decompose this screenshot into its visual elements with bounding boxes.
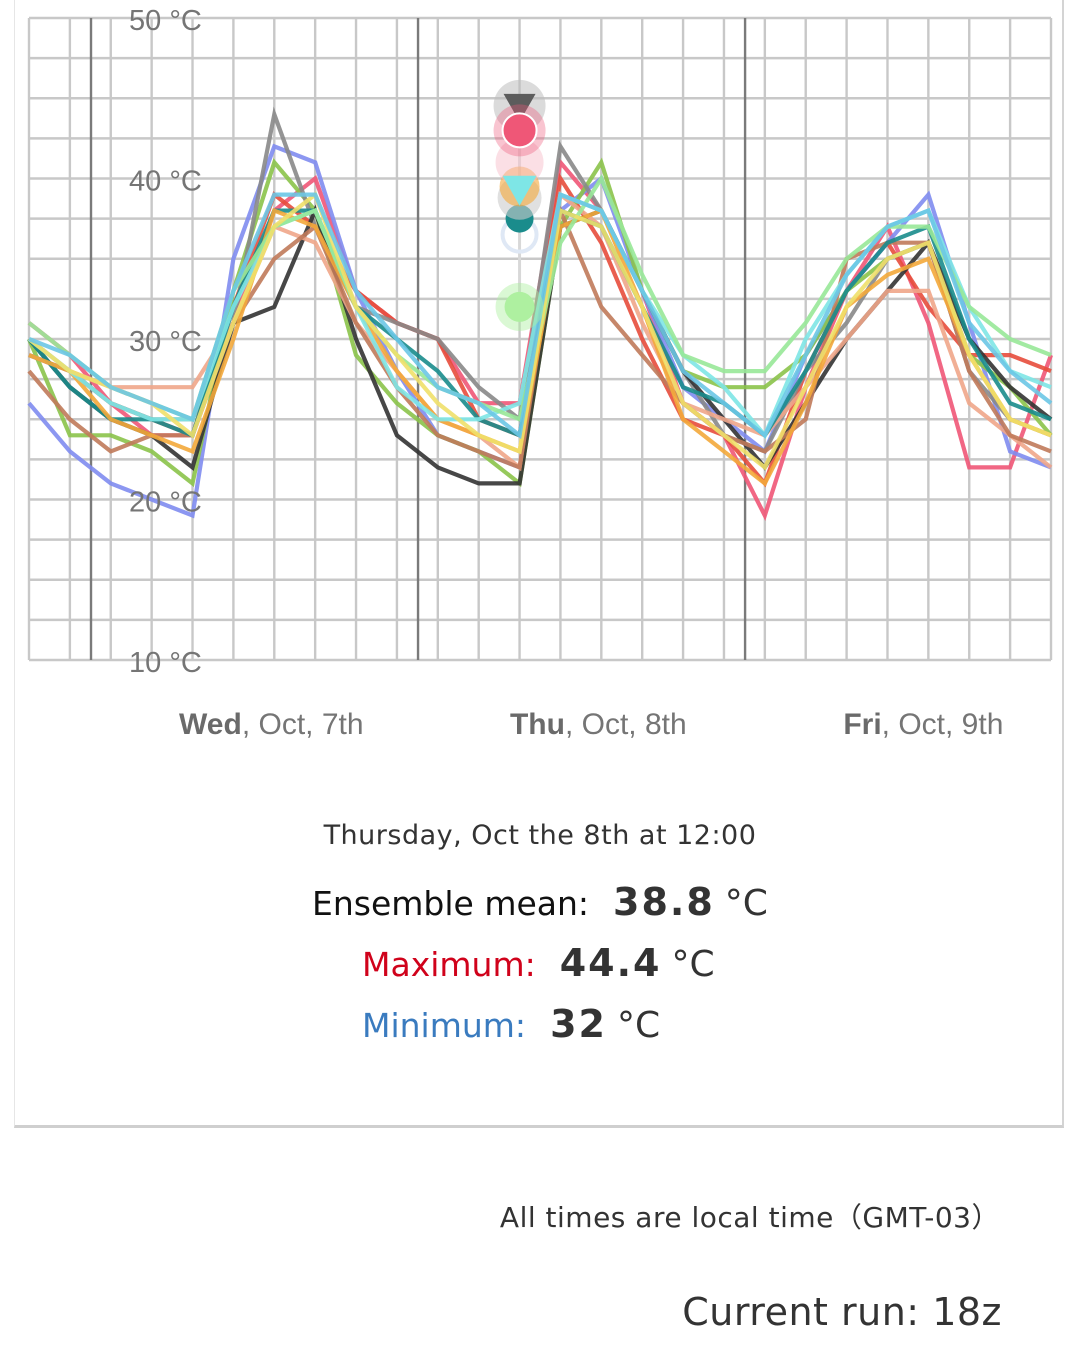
minimum-value: 32 [550, 1002, 607, 1046]
grid-major [89, 18, 747, 660]
y-tick-label: 30 °C [129, 326, 202, 358]
x-day-label: Wed, Oct, 7th [179, 708, 364, 741]
y-axis-labels: 50 °C 40 °C 30 °C 20 °C 10 °C [129, 5, 202, 679]
marker-low-circle [504, 291, 535, 322]
minimum-row: Minimum: 32 °C [362, 1002, 660, 1046]
temperature-ensemble-chart[interactable]: 50 °C 40 °C 30 °C 20 °C 10 °C Wed, Oct, 7th T… [15, 0, 1065, 760]
maximum-value: 44.4 [559, 941, 662, 985]
series-line-14 [28, 191, 1053, 440]
x-axis-day-labels: Wed, Oct, 7th Thu, Oct, 8th Fri, Oct, 9th [179, 708, 1003, 741]
tooltip-panel: Thursday, Oct the 8th at 12:00 [0, 820, 1080, 851]
ensemble-mean-row: Ensemble mean: 38.8 °C [312, 880, 768, 924]
marker-layer [493, 79, 546, 331]
y-tick-label: 40 °C [129, 166, 202, 198]
maximum-row: Maximum: 44.4 °C [362, 941, 715, 985]
series-layer [27, 106, 1053, 522]
maximum-label: Maximum: [362, 945, 536, 984]
marker-pink-halo [495, 138, 544, 187]
x-day-label: Thu, Oct, 8th [510, 708, 687, 741]
ensemble-mean-unit: °C [724, 883, 768, 924]
x-day-label: Fri, Oct, 9th [843, 708, 1003, 741]
timezone-note: All times are local time（GMT-03） [499, 1201, 1000, 1234]
y-tick-label: 20 °C [129, 487, 202, 519]
chart-card: 50 °C 40 °C 30 °C 20 °C 10 °C Wed, Oct, 7th T… [14, 0, 1064, 1128]
series-line-13 [27, 191, 1052, 471]
ensemble-mean-value: 38.8 [613, 880, 715, 924]
tooltip-time: Thursday, Oct the 8th at 12:00 [323, 820, 757, 851]
maximum-unit: °C [671, 944, 715, 985]
marker-red-circle [501, 112, 538, 149]
marker-max-triangle [503, 93, 536, 122]
marker-triangle-down [502, 175, 537, 206]
current-run-label: Current run: 18z [682, 1290, 1002, 1334]
minimum-label: Minimum: [362, 1006, 527, 1045]
ensemble-mean-label: Ensemble mean: [312, 884, 590, 923]
minimum-unit: °C [616, 1005, 661, 1046]
y-tick-label: 10 °C [129, 647, 202, 679]
y-tick-label: 50 °C [129, 5, 202, 37]
